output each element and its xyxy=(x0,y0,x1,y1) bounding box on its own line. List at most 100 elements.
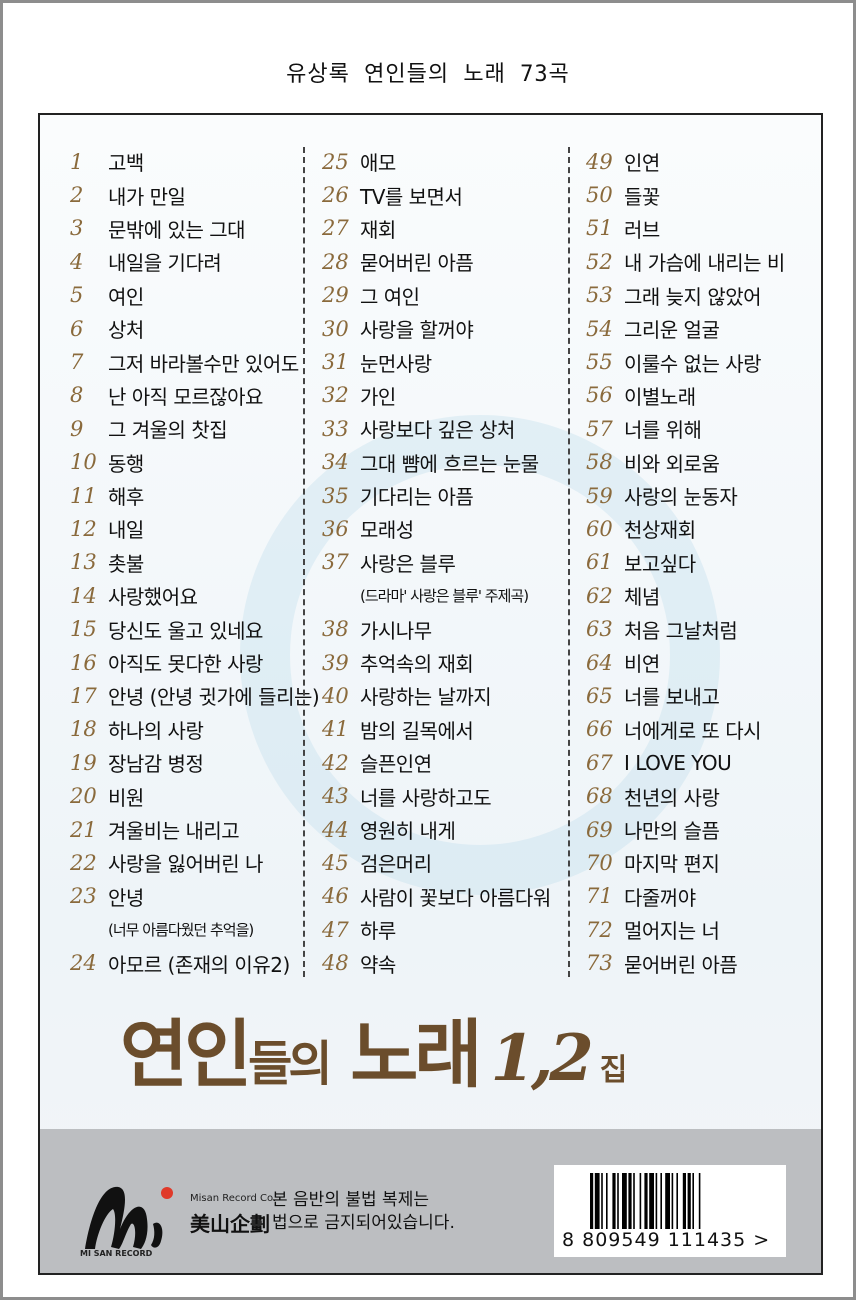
track-row: 47 하루 xyxy=(322,913,551,946)
track-number: 18 xyxy=(70,717,97,742)
track-row: 18 하나의 사랑 xyxy=(70,713,319,746)
track-row: 38 가시나무 xyxy=(322,612,551,645)
track-number: 40 xyxy=(322,683,349,708)
track-row: 30 사랑을 할꺼야 xyxy=(322,312,551,345)
track-title: 사랑을 할꺼야 xyxy=(360,318,474,343)
track-row: 4 내일을 기다려 xyxy=(70,245,319,278)
track-title: 검은머리 xyxy=(360,852,432,877)
track-title: 처음 그날처럼 xyxy=(624,618,738,643)
track-title: 이별노래 xyxy=(624,384,696,409)
track-row: 62 체념 xyxy=(586,579,785,612)
track-row: 72 멀어지는 너 xyxy=(586,913,785,946)
album-title: 연인들의 노래 1,2 집 xyxy=(120,995,627,1102)
track-row: 60 천상재회 xyxy=(586,512,785,545)
track-title: 너를 위해 xyxy=(624,418,702,443)
track-number: 25 xyxy=(322,149,349,174)
track-number: 38 xyxy=(322,617,349,642)
track-title: 나만의 슬픔 xyxy=(624,819,720,843)
track-row: 2 내가 만일 xyxy=(70,178,319,211)
footer-band: MI SAN RECORD Misan Record Co. 美山企劃 본 음반… xyxy=(40,1129,821,1273)
barcode-bar xyxy=(682,1173,686,1229)
track-row: 33 사랑보다 깊은 상처 xyxy=(322,412,551,445)
track-row: 65 너를 보내고 xyxy=(586,679,785,712)
track-row: (드라마' 사랑은 블루' 주제곡) xyxy=(322,579,551,612)
track-number: 44 xyxy=(322,817,349,842)
track-title: 묻어버린 아픔 xyxy=(624,952,738,977)
barcode-bar xyxy=(606,1173,608,1229)
track-row: 49 인연 xyxy=(586,145,785,178)
track-title: 겨울비는 내리고 xyxy=(108,819,240,843)
track-column-1: 1 고백 2 내가 만일 3 문밖에 있는 그대 4 내일을 기다려 5 여인 6 상처 7 그저 바라볼… xyxy=(70,145,320,980)
track-number: 67 xyxy=(586,750,613,775)
track-number: 53 xyxy=(586,283,613,308)
barcode-bar xyxy=(698,1173,701,1229)
track-number: 64 xyxy=(586,650,613,675)
track-row: 23 안녕 xyxy=(70,880,319,913)
track-title: 아모르 (존재의 이유2) xyxy=(108,952,290,977)
track-number: 17 xyxy=(70,683,97,708)
track-number: 9 xyxy=(70,416,84,441)
track-row: 19 장남감 병정 xyxy=(70,746,319,779)
track-number: 71 xyxy=(586,884,613,909)
track-row: 59 사랑의 눈동자 xyxy=(586,479,785,512)
track-number: 63 xyxy=(586,617,613,642)
barcode-bar xyxy=(655,1173,658,1229)
track-title: 사랑을 잃어버린 나 xyxy=(108,852,263,877)
track-number: 59 xyxy=(586,483,613,508)
track-title: 마지막 편지 xyxy=(624,852,720,877)
track-title: 가시나무 xyxy=(360,618,432,643)
track-row: 48 약속 xyxy=(322,946,551,979)
track-title: 동행 xyxy=(108,451,144,476)
track-title: 천상재회 xyxy=(624,518,696,543)
track-number: 15 xyxy=(70,617,97,642)
track-title: 애모 xyxy=(360,151,396,176)
track-title: 문밖에 있는 그대 xyxy=(108,217,246,242)
track-row: 34 그대 뺨에 흐르는 눈물 xyxy=(322,446,551,479)
track-number: 13 xyxy=(70,550,97,575)
track-number: 45 xyxy=(322,850,349,875)
barcode-bar xyxy=(687,1173,691,1229)
track-title: 보고싶다 xyxy=(624,551,696,576)
track-number: 28 xyxy=(322,249,349,274)
track-row: 54 그리운 얼굴 xyxy=(586,312,785,345)
track-title: 난 아직 모르잖아요 xyxy=(108,384,263,409)
barcode-bar xyxy=(633,1173,635,1229)
warning-line: 본 음반의 불법 복제는 xyxy=(272,1190,429,1210)
barcode-bar xyxy=(612,1173,616,1229)
track-row: 6 상처 xyxy=(70,312,319,345)
track-number: 7 xyxy=(70,350,84,375)
track-number: 68 xyxy=(586,784,613,809)
track-row: 44 영원히 내게 xyxy=(322,813,551,846)
barcode-bar xyxy=(660,1173,662,1229)
track-title: 인연 xyxy=(624,151,660,176)
track-row: 70 마지막 편지 xyxy=(586,846,785,879)
track-row: 32 가인 xyxy=(322,379,551,412)
barcode-bar xyxy=(649,1173,654,1229)
track-title: 재회 xyxy=(360,217,396,242)
track-number: 30 xyxy=(322,316,349,341)
copyright-warning: 본 음반의 불법 복제는 법으로 금지되어있습니다. xyxy=(272,1189,455,1235)
track-title: 아직도 못다한 사랑 xyxy=(108,652,263,677)
track-row: 42 슬픈인연 xyxy=(322,746,551,779)
track-title: 해후 xyxy=(108,485,144,510)
track-title: 사랑의 눈동자 xyxy=(624,485,738,510)
barcode-bar xyxy=(639,1173,642,1229)
track-row: 26 TV를 보면서 xyxy=(322,178,551,211)
barcode-bar xyxy=(601,1173,603,1229)
track-title: 그래 늦지 않았어 xyxy=(624,284,762,309)
track-number: 39 xyxy=(322,650,349,675)
track-number: 1 xyxy=(70,149,84,174)
track-title: 기다리는 아픔 xyxy=(360,485,474,510)
track-title: 영원히 내게 xyxy=(360,819,456,843)
barcode-bar xyxy=(692,1173,694,1229)
track-row: 22 사랑을 잃어버린 나 xyxy=(70,846,319,879)
track-number: 42 xyxy=(322,750,349,775)
track-number: 10 xyxy=(70,450,97,475)
track-title: 하루 xyxy=(360,919,396,944)
track-number: 19 xyxy=(70,750,97,775)
track-title: 여인 xyxy=(108,284,144,309)
track-column-3: 49 인연 50 들꽃 51 러브 52 내 가슴에 내리는 비 53 그래 늦지 않았어 54 그리… xyxy=(586,145,785,980)
track-row: 67 I LOVE YOU xyxy=(586,746,785,779)
track-row: 15 당신도 울고 있네요 xyxy=(70,612,319,645)
track-title: 들꽃 xyxy=(624,184,660,209)
